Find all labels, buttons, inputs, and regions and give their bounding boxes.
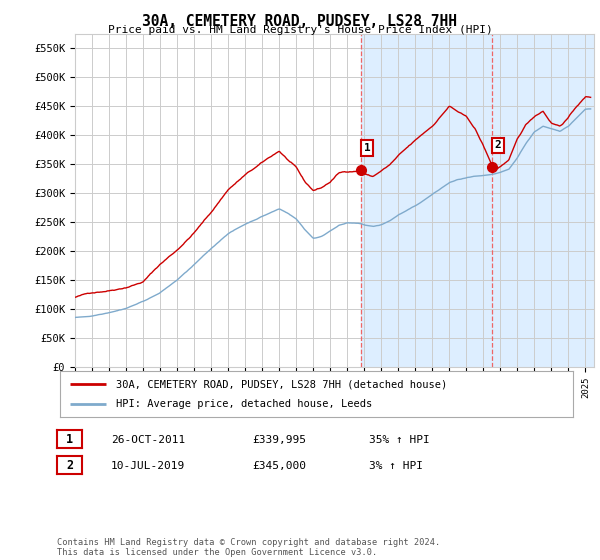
Text: £345,000: £345,000	[252, 461, 306, 471]
Text: £339,995: £339,995	[252, 435, 306, 445]
Text: Contains HM Land Registry data © Crown copyright and database right 2024.
This d: Contains HM Land Registry data © Crown c…	[57, 538, 440, 557]
Text: Price paid vs. HM Land Registry's House Price Index (HPI): Price paid vs. HM Land Registry's House …	[107, 25, 493, 35]
Text: 30A, CEMETERY ROAD, PUDSEY, LS28 7HH (detached house): 30A, CEMETERY ROAD, PUDSEY, LS28 7HH (de…	[116, 379, 448, 389]
Text: 30A, CEMETERY ROAD, PUDSEY, LS28 7HH: 30A, CEMETERY ROAD, PUDSEY, LS28 7HH	[143, 14, 458, 29]
Text: 10-JUL-2019: 10-JUL-2019	[111, 461, 185, 471]
Text: 2: 2	[66, 459, 73, 472]
Text: HPI: Average price, detached house, Leeds: HPI: Average price, detached house, Leed…	[116, 399, 373, 409]
Text: 2: 2	[495, 141, 502, 150]
Text: 1: 1	[364, 143, 371, 153]
Bar	[361, 34, 492, 367]
Text: 3% ↑ HPI: 3% ↑ HPI	[369, 461, 423, 471]
Bar	[492, 34, 594, 367]
Text: 1: 1	[66, 432, 73, 446]
Text: 35% ↑ HPI: 35% ↑ HPI	[369, 435, 430, 445]
Text: 26-OCT-2011: 26-OCT-2011	[111, 435, 185, 445]
